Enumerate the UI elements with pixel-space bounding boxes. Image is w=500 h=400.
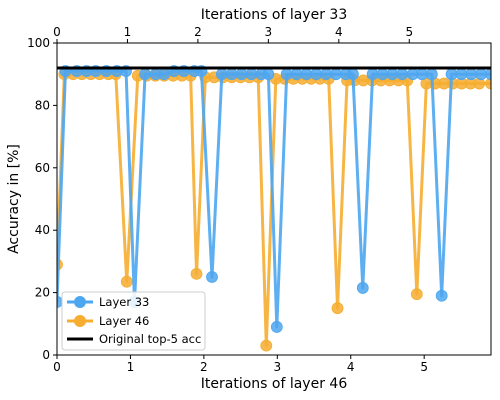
data-point-layer-33	[280, 68, 293, 81]
x-top-tick-label: 3	[265, 25, 273, 39]
x-top-tick-label: 4	[335, 25, 343, 39]
x-top-axis-label: Iterations of layer 33	[201, 7, 347, 23]
legend-label-original-acc: Original top-5 acc	[99, 332, 201, 346]
x-bottom-tick-label: 3	[273, 360, 281, 374]
data-point-layer-46	[331, 302, 344, 315]
x-bottom-tick-label: 2	[200, 360, 208, 374]
tick-marks	[53, 39, 425, 359]
data-point-layer-33	[300, 68, 313, 81]
data-point-layer-33	[445, 68, 458, 81]
x-bottom-tick-label: 5	[420, 360, 428, 374]
series-line-layer-46	[57, 72, 491, 348]
legend: Layer 33 Layer 46 Original top-5 acc	[61, 291, 206, 351]
legend-marker-layer-33	[74, 296, 86, 308]
x-bottom-tick-label: 4	[347, 360, 355, 374]
legend-label-layer-33: Layer 33	[99, 295, 149, 309]
data-point-layer-46	[260, 339, 273, 352]
x-top-tick-label: 0	[53, 25, 61, 39]
data-point-layer-33	[347, 68, 359, 81]
data-point-layer-33	[366, 68, 379, 81]
data-point-layer-33	[425, 68, 438, 81]
data-point-layer-33	[225, 68, 238, 81]
plot-series	[57, 65, 491, 352]
data-point-layer-33	[310, 68, 323, 81]
y-tick-label: 0	[42, 348, 50, 362]
x-bottom-axis-label: Iterations of layer 46	[201, 376, 348, 392]
data-point-layer-33	[386, 68, 399, 81]
data-point-layer-33	[270, 321, 283, 333]
data-point-layer-33	[235, 68, 248, 81]
data-point-layer-33	[416, 68, 428, 81]
x-top-tick-label: 1	[124, 25, 132, 39]
legend-marker-layer-46	[74, 315, 86, 327]
data-point-layer-33	[485, 68, 491, 81]
x-bottom-tick-label: 1	[127, 360, 135, 374]
legend-label-layer-46: Layer 46	[99, 314, 149, 328]
data-point-layer-46	[190, 267, 203, 280]
y-tick-label: 60	[35, 161, 50, 175]
y-tick-label: 20	[35, 286, 50, 300]
x-top-tick-label: 5	[405, 25, 413, 39]
y-tick-label: 40	[35, 223, 50, 237]
data-point-layer-33	[215, 68, 228, 81]
legend-box	[61, 291, 206, 351]
data-point-layer-33	[262, 68, 275, 81]
data-point-layer-33	[435, 289, 448, 302]
data-point-layer-33	[245, 68, 258, 81]
y-tick-label: 100	[27, 36, 50, 50]
data-point-layer-33	[376, 68, 389, 81]
data-point-layer-33	[356, 282, 369, 294]
data-point-layer-46	[120, 275, 133, 288]
data-point-layer-33	[158, 68, 170, 81]
data-point-layer-33	[330, 68, 342, 81]
data-point-layer-33	[206, 271, 218, 283]
data-point-layer-46	[485, 77, 491, 90]
y-tick-label: 80	[35, 98, 50, 112]
y-axis-label: Accuracy in [%]	[6, 144, 22, 254]
x-top-tick-label: 2	[194, 25, 202, 39]
data-point-layer-33	[475, 68, 488, 81]
data-point-layer-33	[290, 68, 303, 81]
data-point-layer-46	[410, 288, 423, 301]
data-point-layer-33	[455, 68, 468, 81]
data-point-layer-33	[320, 68, 333, 81]
data-point-layer-33	[465, 68, 478, 81]
data-point-layer-33	[139, 68, 151, 81]
data-point-layer-33	[396, 68, 409, 81]
plot-frame	[56, 42, 492, 356]
x-bottom-tick-label: 0	[53, 360, 61, 374]
